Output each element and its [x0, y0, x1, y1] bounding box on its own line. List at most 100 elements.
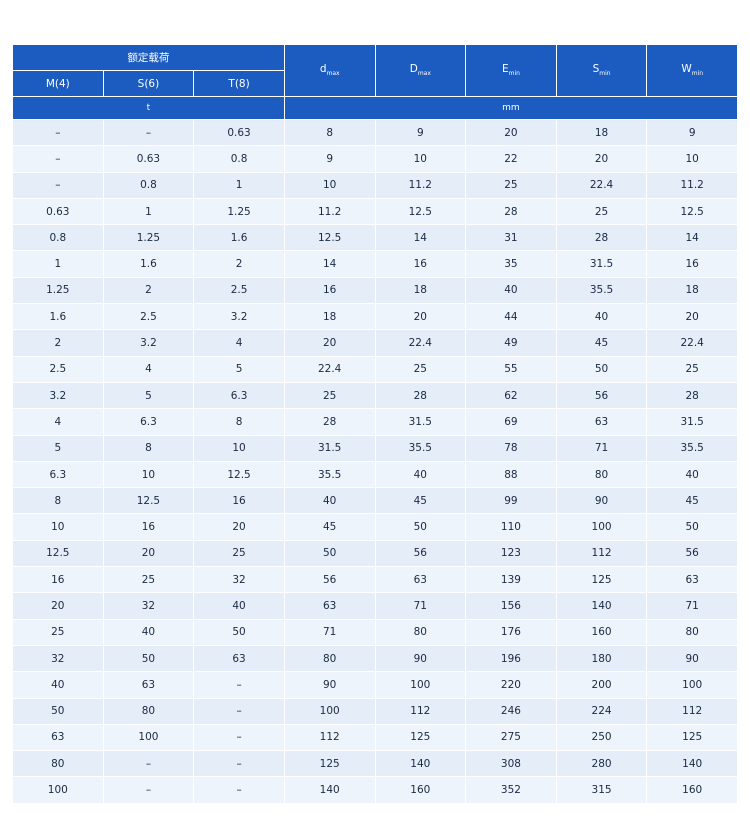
cell: 8: [102, 434, 195, 462]
cell: 16: [646, 250, 738, 278]
cell: 20: [555, 145, 648, 173]
cell: 4: [12, 408, 104, 436]
data-row: –0.63 0.8 9 10 22 20 10: [12, 145, 738, 173]
cell: 20: [465, 118, 557, 147]
cell: 10: [102, 460, 195, 489]
cell: 25: [193, 539, 285, 568]
cell: 112: [374, 697, 467, 725]
cell: 9: [374, 118, 467, 147]
cell: 18: [555, 118, 648, 147]
cell: 140: [646, 750, 738, 778]
cell: 125: [555, 566, 648, 594]
cell: 6.3: [193, 381, 285, 410]
cell: –: [193, 723, 285, 752]
cell: 50: [102, 644, 195, 673]
cell: 18: [646, 276, 738, 305]
cell: 110: [465, 513, 557, 541]
cell: 2.5: [193, 276, 285, 305]
cell: 1.6: [193, 224, 285, 252]
cell: 20: [283, 329, 376, 357]
cell: 8: [12, 487, 104, 515]
cell: 71: [374, 592, 467, 620]
data-row: 6.3 10 12.5 35.5 40 88 80 40: [12, 460, 738, 489]
cell: 35.5: [374, 434, 467, 462]
cell: 3.2: [102, 329, 195, 357]
cell: 35.5: [283, 460, 376, 489]
dim-main: W: [681, 63, 692, 76]
cell: 10: [193, 434, 285, 462]
cell: 45: [646, 487, 738, 515]
cell: 100: [102, 723, 195, 752]
cell: 71: [646, 592, 738, 620]
cell: 40: [283, 487, 376, 515]
cell: 50: [283, 539, 376, 568]
class-header: M(4): [12, 70, 104, 97]
data-row: 32 50 63 80 90 196 180 90: [12, 644, 738, 673]
cell: 1.25: [102, 224, 195, 252]
data-row: 2 3.2 4 20 22.4 49 45 22.4: [12, 329, 738, 357]
cell: 16: [102, 513, 195, 541]
cell: 160: [646, 776, 738, 804]
cell: 10: [12, 513, 104, 541]
cell: 63: [646, 566, 738, 594]
cell: 80: [283, 644, 376, 673]
cell: 275: [465, 723, 557, 752]
cell: –: [193, 776, 285, 804]
cell: 45: [555, 329, 648, 357]
cell: 25: [374, 355, 467, 383]
cell: 0.8: [193, 145, 285, 173]
cell: 99: [465, 487, 557, 515]
cell: 22.4: [555, 171, 648, 199]
cell: 62: [465, 381, 557, 410]
cell: 78: [465, 434, 557, 462]
cell: 220: [465, 671, 557, 699]
data-row: 2.5 4 5 22.4 25 55 50 25: [12, 355, 738, 383]
cell: 56: [646, 539, 738, 568]
cell: 45: [374, 487, 467, 515]
cell: 16: [12, 566, 104, 594]
dim-sub: min: [599, 70, 611, 78]
cell: 20: [646, 303, 738, 331]
cell: 0.8: [12, 224, 104, 252]
cell: 12.5: [646, 197, 738, 226]
cell: 32: [12, 644, 104, 673]
cell: –: [193, 671, 285, 699]
cell: 18: [283, 303, 376, 331]
cell: 35.5: [646, 434, 738, 462]
cell: 50: [555, 355, 648, 383]
unit: mm: [283, 96, 739, 120]
cell: 0.63: [102, 145, 195, 173]
cell: 1.25: [193, 197, 285, 226]
cell: 352: [465, 776, 557, 804]
cell: 1.25: [12, 276, 104, 305]
dim-header: dmax: [283, 44, 376, 97]
cell: 20: [102, 539, 195, 568]
cell: 50: [12, 697, 104, 725]
cell: 14: [283, 250, 376, 278]
cell: 1.6: [12, 303, 104, 331]
cell: 16: [283, 276, 376, 305]
cell: 123: [465, 539, 557, 568]
cell: 12.5: [374, 197, 467, 226]
cell: 1: [102, 197, 195, 226]
cell: 31.5: [646, 408, 738, 436]
data-row: 16 25 32 56 63 139 125 63: [12, 566, 738, 594]
cell: 14: [374, 224, 467, 252]
cell: 112: [555, 539, 648, 568]
cell: 196: [465, 644, 557, 673]
cell: 80: [646, 618, 738, 646]
cell: 10: [374, 145, 467, 173]
cell: 100: [283, 697, 376, 725]
data-row: 20 32 40 63 71 156 140 71: [12, 592, 738, 620]
cell: 35.5: [555, 276, 648, 305]
cell: 50: [193, 618, 285, 646]
cell: 4: [193, 329, 285, 357]
cell: 2.5: [102, 303, 195, 331]
cell: 25: [465, 171, 557, 199]
cell: 20: [374, 303, 467, 331]
cell: 80: [102, 697, 195, 725]
cell: 80: [374, 618, 467, 646]
cell: 40: [193, 592, 285, 620]
cell: 40: [374, 460, 467, 489]
data-row: 1.25 2 2.5 16 18 40 35.5 18: [12, 276, 738, 305]
